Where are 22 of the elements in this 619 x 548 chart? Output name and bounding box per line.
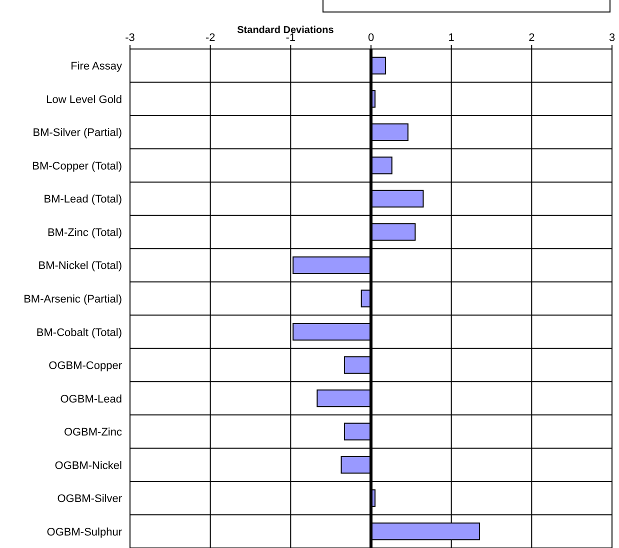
x-tick-label: -1	[286, 32, 296, 44]
y-tick-label: BM-Arsenic (Partial)	[24, 294, 122, 306]
y-tick-label: BM-Zinc (Total)	[47, 226, 122, 239]
y-tick-label: Low Level Gold	[46, 94, 122, 106]
x-tick-label: -2	[205, 32, 216, 44]
y-tick-label: BM-Lead (Total)	[44, 194, 122, 206]
y-tick-label: OGBM-Nickel	[54, 460, 122, 472]
y-tick-label: OGBM-Silver	[57, 493, 122, 506]
x-tick-label: 0	[368, 32, 374, 44]
y-tick-label: BM-Copper (Total)	[32, 160, 122, 172]
y-tick-label: BM-Cobalt (Total)	[36, 326, 122, 339]
y-tick-label: OGBM-Sulphur	[46, 526, 122, 538]
y-tick-label: BM-Nickel (Total)	[38, 260, 122, 272]
y-tick-label: BM-Silver (Partial)	[32, 127, 122, 140]
y-tick-label: OGBM-Lead	[60, 393, 122, 406]
x-tick-label: 3	[608, 32, 616, 44]
x-tick-label: 1	[448, 32, 454, 44]
x-tick-label: 2	[528, 32, 535, 44]
y-tick-label: Fire Assay	[70, 60, 122, 73]
x-tick-label: -3	[125, 32, 135, 44]
y-tick-label: OGBM-Zinc	[64, 426, 122, 439]
y-tick-label: OGBM-Copper	[48, 360, 122, 372]
